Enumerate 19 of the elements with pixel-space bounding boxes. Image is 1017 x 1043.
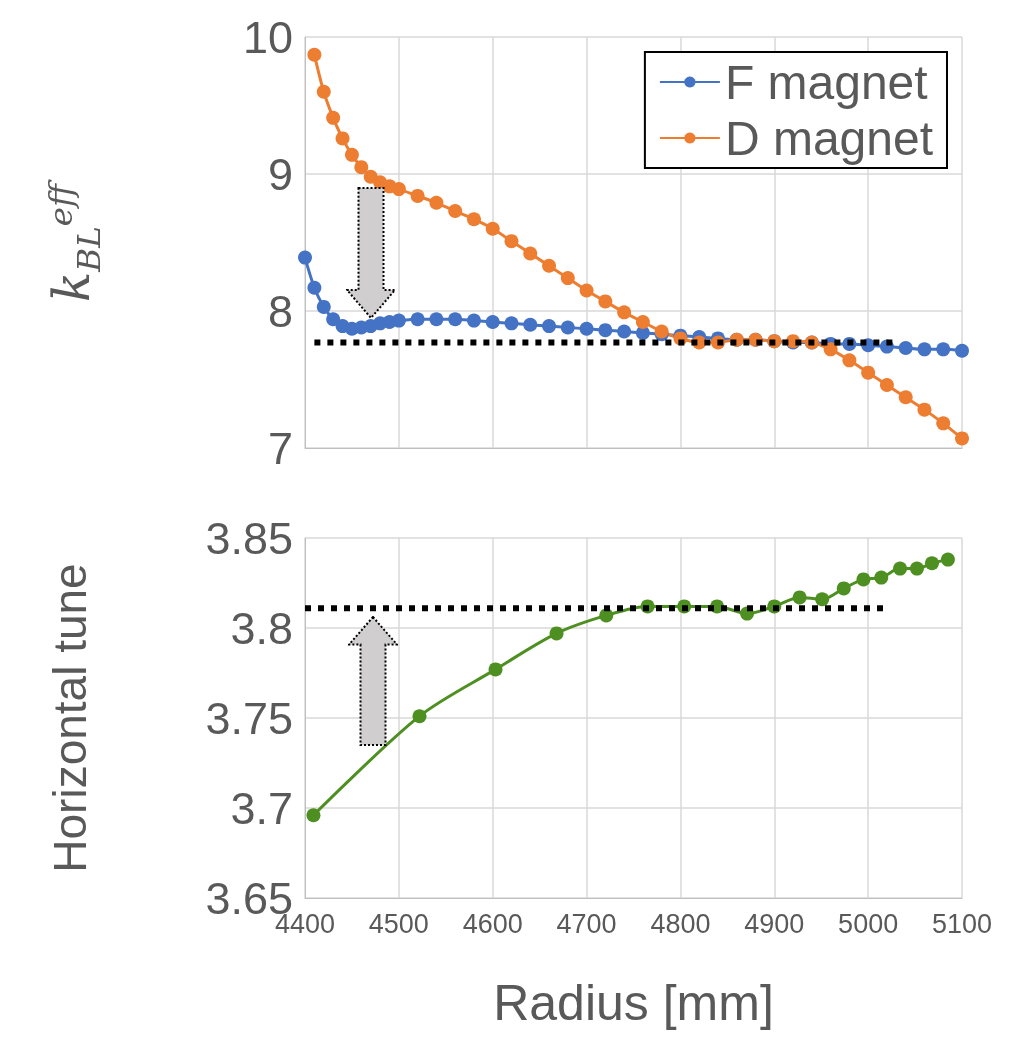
x-tick-label: 4900 xyxy=(744,908,805,939)
y-tick-label: 10 xyxy=(242,11,293,63)
x-tick-label: 5100 xyxy=(931,908,993,939)
x-tick-label: 4600 xyxy=(462,908,523,939)
x-tick-label: 4700 xyxy=(556,908,617,939)
y-tick-label: 3.75 xyxy=(205,692,293,744)
y-tick-label: 8 xyxy=(267,285,293,337)
x-tick-label: 5000 xyxy=(838,908,899,939)
y-tick-label: 3.85 xyxy=(205,512,293,564)
x-tick-label: 4500 xyxy=(368,908,429,939)
y-tick-label: 3.8 xyxy=(230,602,293,654)
legend-label: F magnet xyxy=(724,55,928,109)
y-tick-label: 9 xyxy=(267,148,293,200)
y-tick-label: 7 xyxy=(267,422,293,474)
x-tick-label: 4800 xyxy=(650,908,711,939)
legend-label: D magnet xyxy=(724,111,934,165)
y-tick-label: 3.7 xyxy=(230,782,293,834)
x-axis-title: Radius [mm] xyxy=(493,975,774,1031)
y-axis-title: Horizontal tune xyxy=(43,563,97,873)
